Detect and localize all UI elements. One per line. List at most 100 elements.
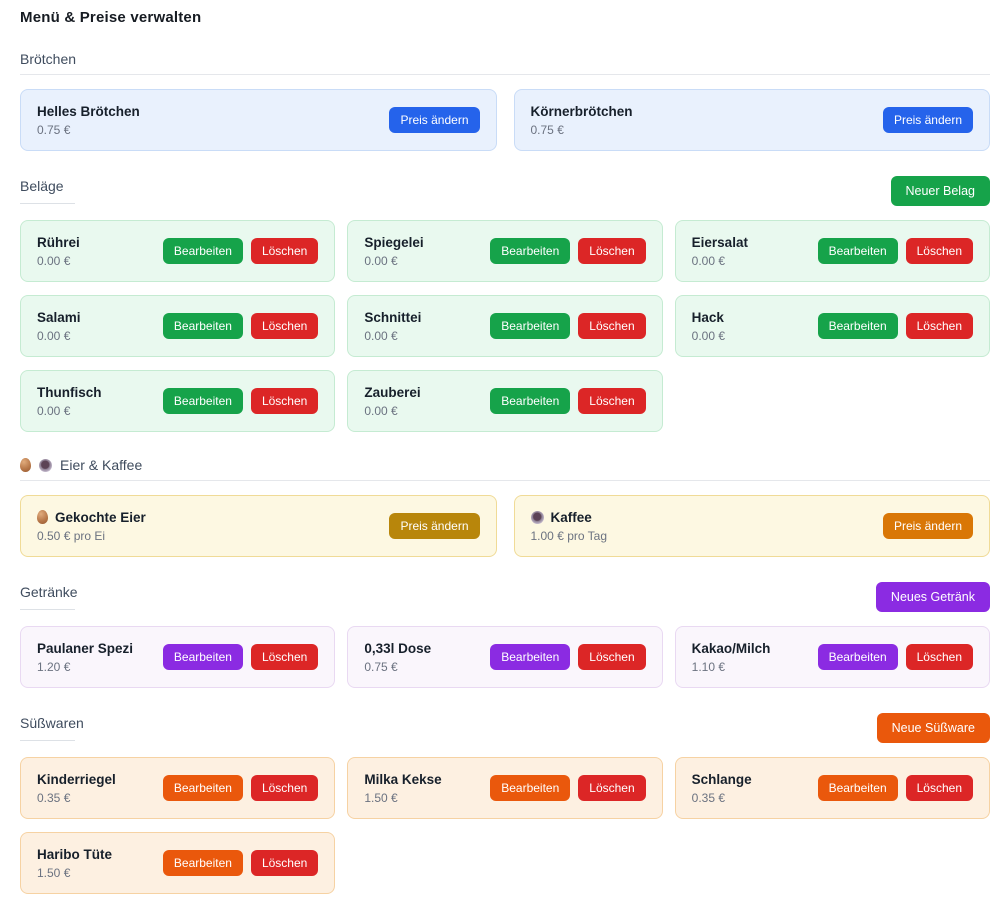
item-price: 0.75 € <box>37 122 71 137</box>
coffee-icon <box>530 510 544 524</box>
suesswaren-cards: Kinderriegel 0.35 € Bearbeiten Löschen M… <box>20 757 990 894</box>
section-divider <box>20 74 990 75</box>
menu-item-card: Rührei 0.00 € Bearbeiten Löschen <box>20 220 336 282</box>
item-name: Salami <box>37 309 81 325</box>
new-sweet-button[interactable]: Neue Süßware <box>876 713 990 743</box>
delete-button[interactable]: Löschen <box>250 388 319 414</box>
section-belaege: Beläge Neuer Belag Rührei 0.00 € Bearbei… <box>20 176 990 432</box>
menu-item-card: Haribo Tüte 1.50 € Bearbeiten Löschen <box>20 832 336 894</box>
item-name: Milka Kekse <box>364 771 442 787</box>
section-title-wrap: Beläge <box>20 178 75 204</box>
item-price: 0.75 € <box>364 659 398 674</box>
item-name: 0,33l Dose <box>364 640 432 656</box>
menu-item-card: Spiegelei 0.00 € Bearbeiten Löschen <box>347 220 663 282</box>
menu-item-card: Körnerbrötchen 0.75 € Preis ändern <box>513 89 990 151</box>
delete-button[interactable]: Löschen <box>578 313 646 339</box>
change-price-button[interactable]: Preis ändern <box>882 107 973 133</box>
new-drink-button[interactable]: Neues Getränk <box>875 582 990 612</box>
item-name: Thunfisch <box>37 384 102 400</box>
edit-button[interactable]: Bearbeiten <box>490 644 571 670</box>
delete-button[interactable]: Löschen <box>905 644 973 670</box>
item-name: Gekochte Eier <box>37 510 146 525</box>
section-title-text: Eier & Kaffee <box>60 457 143 473</box>
eier-kaffee-cards: Gekochte Eier 0.50 € pro Ei Preis ändern… <box>20 495 990 557</box>
new-topping-button[interactable]: Neuer Belag <box>890 176 990 206</box>
edit-button[interactable]: Bearbeiten <box>162 388 243 414</box>
section-title-suesswaren: Süßwaren <box>20 715 84 731</box>
menu-item-card: Salami 0.00 € Bearbeiten Löschen <box>20 295 336 357</box>
item-price: 0.00 € <box>691 328 726 343</box>
item-price: 0.00 € <box>37 403 71 418</box>
item-name: Haribo Tüte <box>37 846 113 862</box>
delete-button[interactable]: Löschen <box>250 238 319 264</box>
item-name: Paulaner Spezi <box>37 640 134 656</box>
item-price: 1.10 € <box>691 659 726 674</box>
item-name: Eiersalat <box>691 234 748 250</box>
edit-button[interactable]: Bearbeiten <box>817 238 898 264</box>
edit-button[interactable]: Bearbeiten <box>490 313 571 339</box>
edit-button[interactable]: Bearbeiten <box>817 775 898 801</box>
menu-item-card: Paulaner Spezi 1.20 € Bearbeiten Löschen <box>20 626 336 688</box>
delete-button[interactable]: Löschen <box>250 313 319 339</box>
getraenke-cards: Paulaner Spezi 1.20 € Bearbeiten Löschen… <box>20 626 990 688</box>
section-divider <box>20 480 990 481</box>
item-name-text: Gekochte Eier <box>55 509 146 525</box>
change-price-button[interactable]: Preis ändern <box>389 513 480 539</box>
item-name: Helles Brötchen <box>37 103 140 119</box>
delete-button[interactable]: Löschen <box>578 388 646 414</box>
item-price: 0.00 € <box>364 253 398 268</box>
edit-button[interactable]: Bearbeiten <box>162 644 243 670</box>
edit-button[interactable]: Bearbeiten <box>490 388 571 414</box>
menu-item-card: Kaffee 1.00 € pro Tag Preis ändern <box>513 495 990 557</box>
item-name: Rührei <box>37 234 80 250</box>
item-price: 1.20 € <box>37 659 71 674</box>
section-title-eier-kaffee: Eier & Kaffee <box>20 457 990 473</box>
edit-button[interactable]: Bearbeiten <box>162 238 243 264</box>
item-name: Hack <box>691 309 724 325</box>
coffee-icon <box>39 458 52 472</box>
edit-button[interactable]: Bearbeiten <box>162 775 243 801</box>
item-name: Zauberei <box>364 384 421 400</box>
item-name-text: Kaffee <box>550 509 592 525</box>
section-divider <box>20 203 75 204</box>
delete-button[interactable]: Löschen <box>905 238 973 264</box>
delete-button[interactable]: Löschen <box>578 644 646 670</box>
item-price: 0.00 € <box>691 253 726 268</box>
delete-button[interactable]: Löschen <box>578 238 646 264</box>
delete-button[interactable]: Löschen <box>905 313 973 339</box>
edit-button[interactable]: Bearbeiten <box>817 644 898 670</box>
item-price: 0.50 € pro Ei <box>37 528 106 543</box>
section-title-belaege: Beläge <box>20 178 64 194</box>
menu-item-card: Schlange 0.35 € Bearbeiten Löschen <box>674 757 990 819</box>
menu-item-card: Schnittei 0.00 € Bearbeiten Löschen <box>347 295 663 357</box>
section-title-broetchen: Brötchen <box>20 51 77 67</box>
item-price: 0.00 € <box>37 253 71 268</box>
delete-button[interactable]: Löschen <box>578 775 646 801</box>
edit-button[interactable]: Bearbeiten <box>162 850 243 876</box>
delete-button[interactable]: Löschen <box>250 644 319 670</box>
item-price: 0.00 € <box>37 328 71 343</box>
edit-button[interactable]: Bearbeiten <box>817 313 898 339</box>
section-title-wrap: Getränke <box>20 584 78 610</box>
delete-button[interactable]: Löschen <box>250 775 319 801</box>
item-name: Kakao/Milch <box>691 640 771 656</box>
belaege-cards: Rührei 0.00 € Bearbeiten Löschen Spiegel… <box>20 220 990 432</box>
item-price: 0.75 € <box>530 122 564 137</box>
menu-item-card: Eiersalat 0.00 € Bearbeiten Löschen <box>674 220 990 282</box>
change-price-button[interactable]: Preis ändern <box>882 513 973 539</box>
broetchen-cards: Helles Brötchen 0.75 € Preis ändern Körn… <box>20 89 990 151</box>
change-price-button[interactable]: Preis ändern <box>389 107 480 133</box>
section-divider <box>20 609 75 610</box>
edit-button[interactable]: Bearbeiten <box>162 313 243 339</box>
delete-button[interactable]: Löschen <box>905 775 973 801</box>
menu-item-card: Gekochte Eier 0.50 € pro Ei Preis ändern <box>20 495 497 557</box>
menu-item-card: Thunfisch 0.00 € Bearbeiten Löschen <box>20 370 336 432</box>
menu-item-card: Kakao/Milch 1.10 € Bearbeiten Löschen <box>674 626 990 688</box>
delete-button[interactable]: Löschen <box>250 850 319 876</box>
menu-item-card: Milka Kekse 1.50 € Bearbeiten Löschen <box>347 757 663 819</box>
edit-button[interactable]: Bearbeiten <box>490 775 571 801</box>
edit-button[interactable]: Bearbeiten <box>490 238 571 264</box>
item-name: Schnittei <box>364 309 422 325</box>
item-name: Spiegelei <box>364 234 424 250</box>
